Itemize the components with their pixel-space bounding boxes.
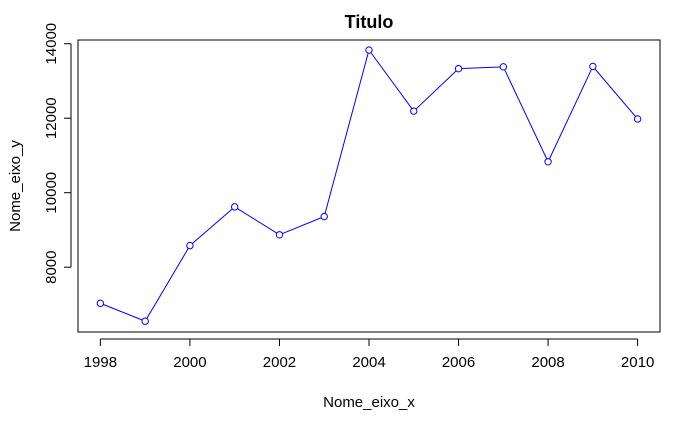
series-layer: [96, 46, 642, 325]
plot-frame: [77, 39, 661, 333]
data-point: [230, 203, 239, 211]
data-point: [454, 64, 463, 73]
series-line-segment: [324, 53, 369, 214]
data-point: [544, 158, 552, 166]
x-tick-label: 2004: [352, 354, 385, 371]
series-line-segment: [548, 69, 592, 160]
series-line-segment: [282, 217, 322, 235]
series-line-segment: [237, 208, 278, 234]
x-tick-label: 2008: [531, 354, 564, 371]
series-line-segment: [415, 70, 457, 110]
data-point: [365, 46, 373, 54]
y-tick-label: 14000: [43, 23, 60, 65]
y-tick-label: 8000: [43, 251, 60, 284]
chart-title: Titulo: [345, 12, 394, 32]
y-axis-label: Nome_eixo_y: [7, 140, 24, 232]
y-tick-label: 10000: [43, 172, 60, 214]
data-point: [141, 317, 149, 325]
data-point: [275, 231, 284, 239]
x-tick-label: 2006: [442, 354, 475, 371]
series-line-segment: [146, 248, 189, 319]
series-line-segment: [370, 52, 413, 109]
data-point: [633, 115, 642, 123]
y-tick-label: 12000: [43, 97, 60, 139]
y-axis: 8000 10000 12000 14000: [43, 23, 72, 284]
data-point: [186, 241, 194, 250]
data-point: [96, 299, 105, 308]
x-tick-label: 2002: [263, 354, 296, 371]
x-axis: 1998 2000 2002 2004 2006 2008 2010: [84, 338, 654, 371]
series-line-segment: [594, 68, 636, 117]
data-point: [320, 212, 328, 221]
data-point: [499, 63, 508, 71]
series-line-segment: [192, 208, 233, 244]
series-line-segment: [504, 69, 548, 160]
series-line-segment: [461, 66, 501, 70]
data-point: [589, 62, 597, 71]
x-tick-label: 2010: [621, 354, 654, 371]
x-tick-label: 2000: [173, 354, 206, 371]
series-line-segment: [103, 304, 143, 321]
data-point: [410, 107, 418, 115]
x-axis-label: Nome_eixo_x: [323, 394, 415, 411]
x-tick-label: 1998: [84, 354, 117, 371]
